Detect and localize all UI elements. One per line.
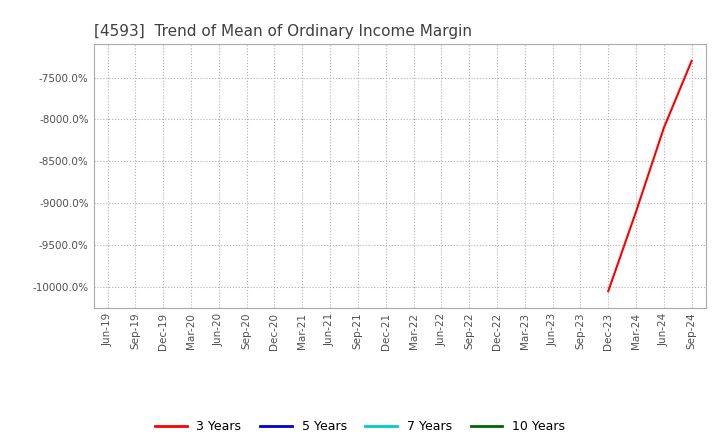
- 3 Years: [688, 58, 696, 63]
- 3 Years: [660, 125, 668, 130]
- 3 Years: [604, 289, 613, 294]
- Line: 3 Years: 3 Years: [608, 61, 692, 291]
- Legend: 3 Years, 5 Years, 7 Years, 10 Years: 3 Years, 5 Years, 7 Years, 10 Years: [150, 415, 570, 438]
- Text: [4593]  Trend of Mean of Ordinary Income Margin: [4593] Trend of Mean of Ordinary Income …: [94, 24, 472, 39]
- 3 Years: [631, 209, 640, 214]
